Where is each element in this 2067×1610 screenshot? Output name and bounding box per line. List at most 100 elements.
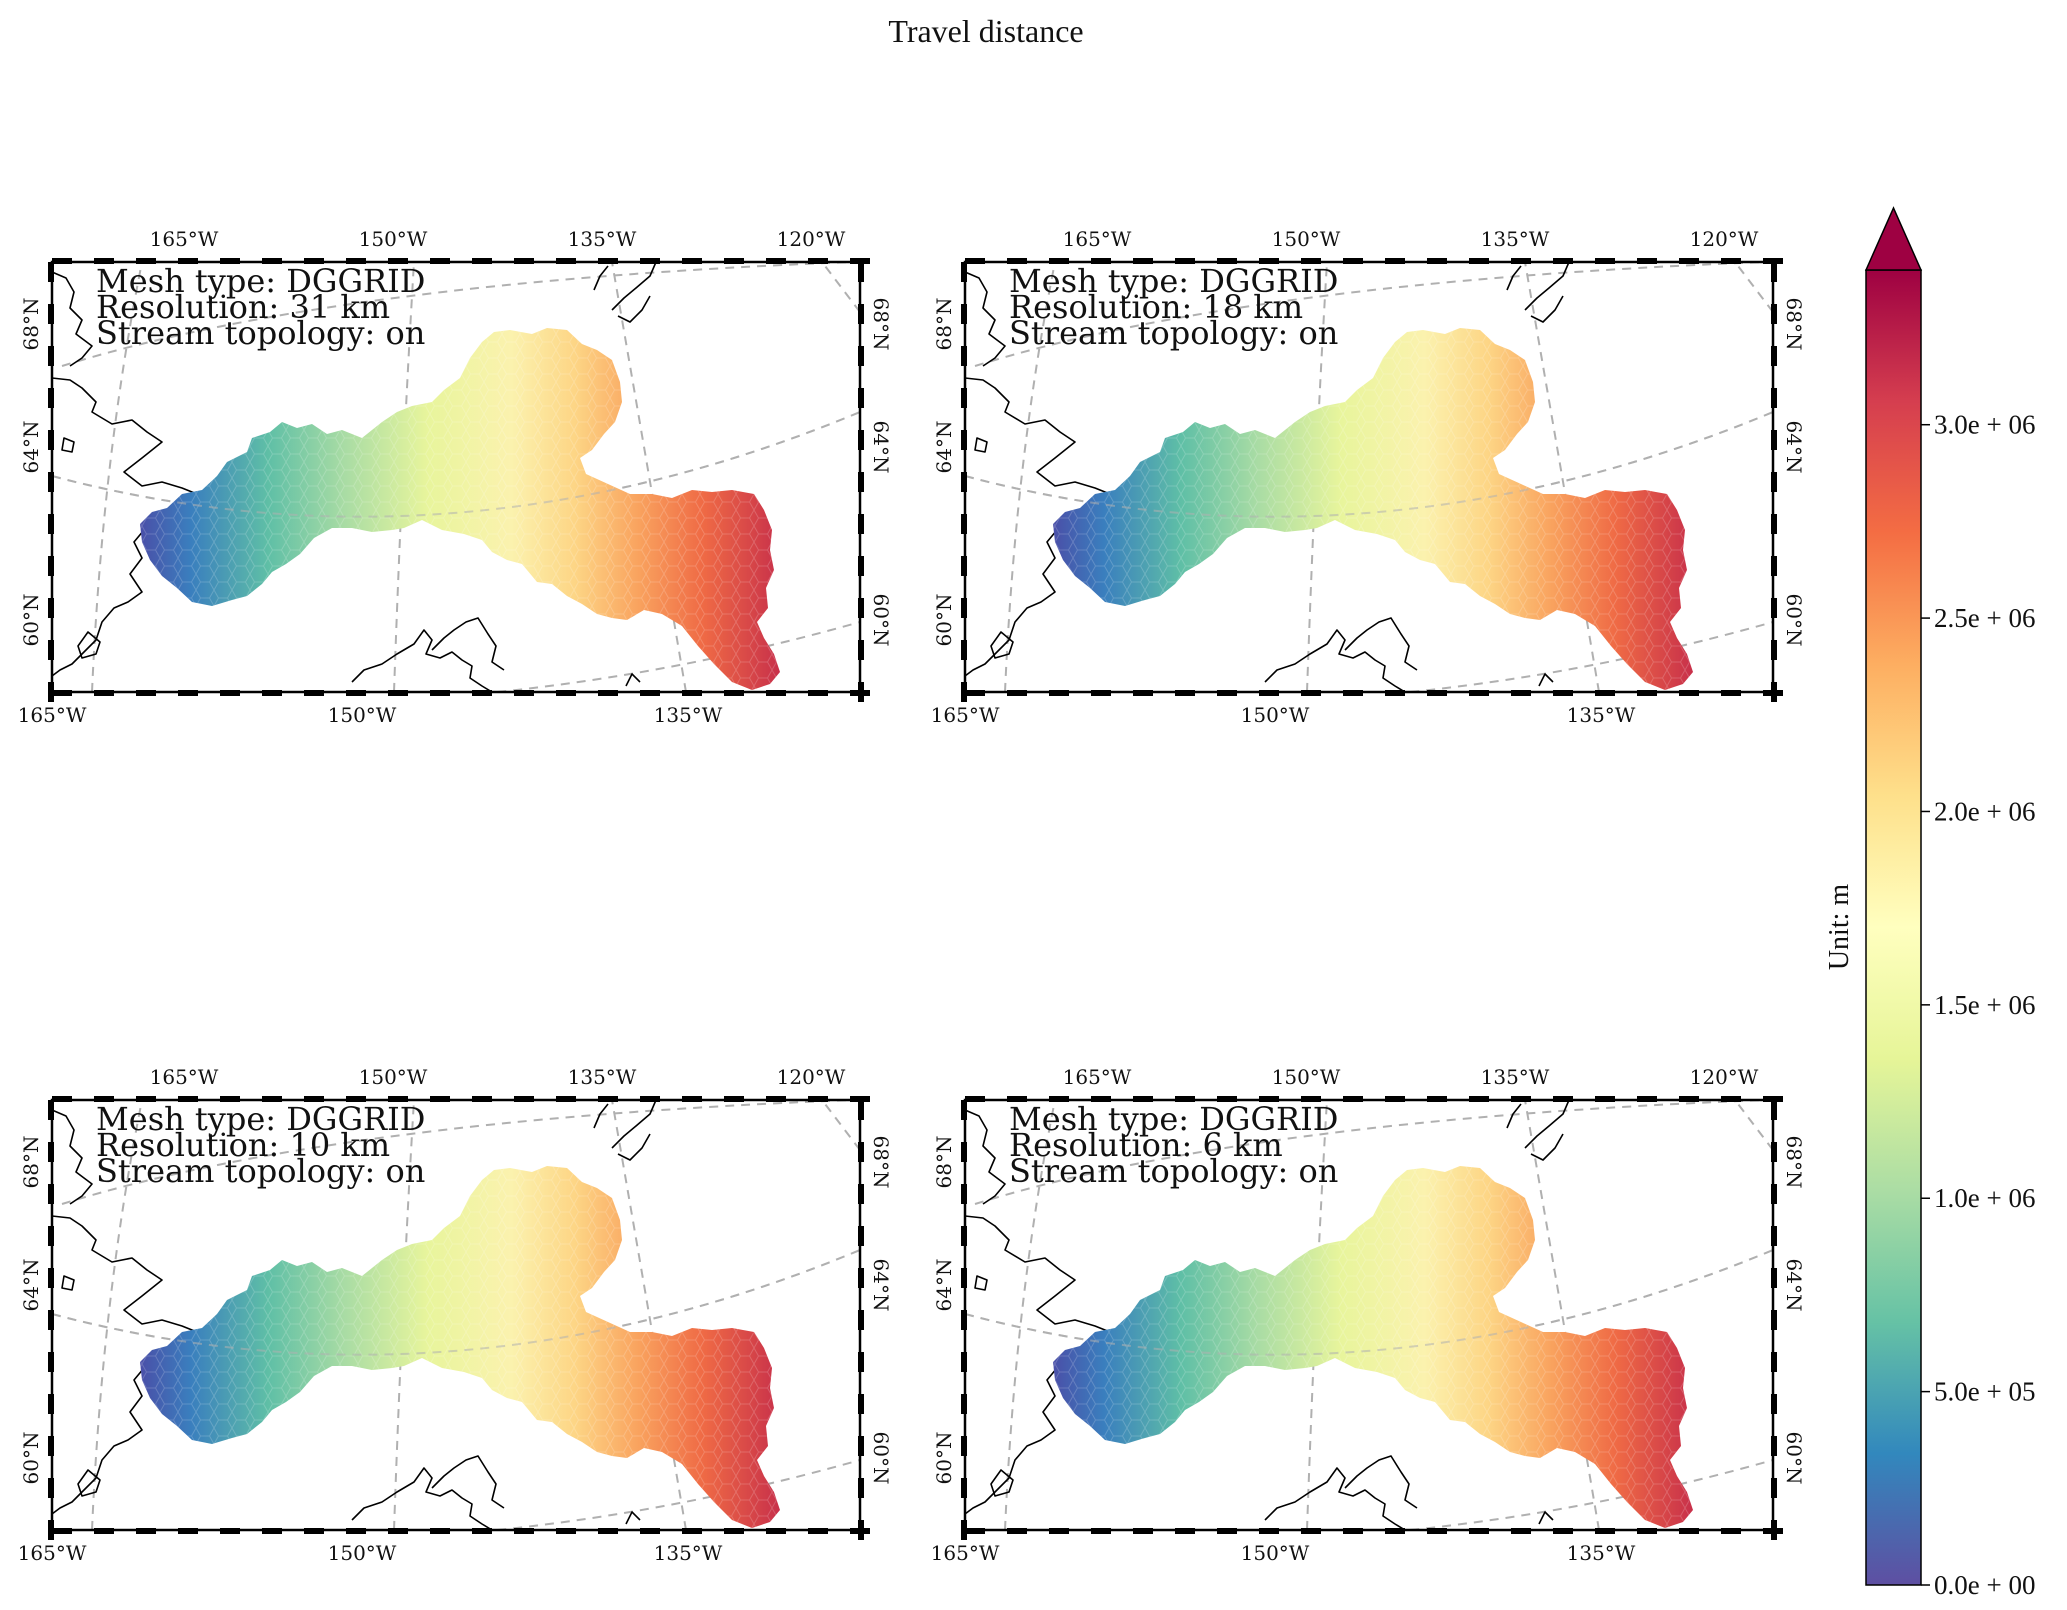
colorbar-ramp [1865,269,1922,1586]
right-lat-tick: 64°N [869,421,893,474]
graticule-line [61,262,853,367]
coastline [593,265,609,291]
right-lat-tick: 64°N [869,1259,893,1312]
graticule-line [1734,262,1773,313]
frame-ticks [961,1096,1783,1540]
frame-ticks [961,258,1783,702]
coastline [431,617,505,671]
graticule-line [974,262,1766,367]
coastline [1524,1100,1570,1149]
coastline [351,1467,493,1530]
colorbar-tick-label: 2.5e + 06 [1934,603,2035,633]
graticule-line [393,262,415,692]
left-lat-tick: 64°N [19,1259,43,1312]
coastline [52,1109,93,1205]
top-lon-tick: 135°W [1481,1065,1550,1089]
right-lat-tick: 68°N [1782,298,1806,351]
left-lat-tick: 64°N [19,421,43,474]
coastline [1264,1467,1406,1530]
left-lat-tick: 60°N [19,594,43,647]
right-lat-tick: 60°N [869,594,893,647]
right-lat-tick: 68°N [869,1136,893,1189]
coastline [1538,1511,1554,1525]
graticule-line [393,1100,415,1530]
graticule-line [1524,262,1600,692]
resolution-label: Resolution: 10 km [96,1126,390,1164]
top-lon-tick: 150°W [359,227,428,251]
coastline [431,1455,505,1509]
colorbar-tick-label: 0.0e + 00 [1934,1570,2035,1600]
map-area [965,1100,1773,1530]
top-lon-tick: 135°W [1481,227,1550,251]
left-lat-tick: 60°N [932,1432,956,1485]
frame-ticks [48,258,870,702]
resolution-label: Resolution: 18 km [1009,288,1303,326]
top-lon-tick: 165°W [1063,1065,1132,1089]
bottom-lon-tick: 135°W [654,1541,723,1565]
top-lon-tick: 165°W [1063,227,1132,251]
left-lat-tick: 60°N [19,1432,43,1485]
coastline [974,437,988,453]
bottom-lon-tick: 150°W [328,703,397,727]
coastline [1524,262,1570,311]
basin-travel-distance [1053,328,1693,690]
map-area [52,262,860,692]
colorbar-label: Unit: m [1824,884,1855,971]
stream-topology-label: Stream topology: on [1009,1152,1338,1190]
resolution-label: Resolution: 6 km [1009,1126,1283,1164]
stream-topology-label: Stream topology: on [96,314,425,352]
right-lat-tick: 68°N [1782,1136,1806,1189]
left-lat-tick: 68°N [932,298,956,351]
coastline [617,1133,651,1161]
map-panel-1: 165°W 150°W 135°W 120°W 165°W 150°W 135°W 68°N 6… [18,227,893,727]
bottom-lon-tick: 150°W [328,1541,397,1565]
top-lon-tick: 120°W [1690,227,1759,251]
coastline [52,271,93,367]
bottom-lon-tick: 165°W [931,703,1000,727]
right-lat-tick: 64°N [1782,1259,1806,1312]
coastline [1264,629,1406,692]
right-lat-tick: 60°N [1782,1432,1806,1485]
mesh-type-label: Mesh type: DGGRID [1009,1100,1338,1138]
colorbar: 0.0e + 00 5.0e + 05 1.0e + 06 1.5e + 06 2.0e… [1824,206,2035,1600]
coastline [1344,1455,1418,1509]
top-lon-tick: 150°W [359,1065,428,1089]
top-lon-tick: 165°W [150,227,219,251]
coastline [351,629,493,692]
coastline [1506,1103,1522,1129]
coastline [1530,295,1564,323]
right-lat-tick: 64°N [1782,421,1806,474]
mesh-type-label: Mesh type: DGGRID [96,1100,425,1138]
top-lon-tick: 165°W [150,1065,219,1089]
top-lon-tick: 120°W [777,1065,846,1089]
coastline [1506,265,1522,291]
basin-travel-distance [140,1166,780,1528]
left-lat-tick: 68°N [19,1136,43,1189]
coastline [77,631,101,659]
map-panel-2: 165°W 150°W 135°W 120°W 165°W 150°W 135°W 68°N 6… [931,227,1806,727]
right-lat-tick: 68°N [869,298,893,351]
colorbar-tick-label: 5.0e + 05 [1934,1377,2035,1407]
bottom-lon-tick: 150°W [1241,1541,1310,1565]
coastline [593,1103,609,1129]
coastline [625,673,641,687]
coastline [1538,673,1554,687]
stream-topology-label: Stream topology: on [1009,314,1338,352]
coastline [965,1109,1006,1205]
graticule-line [974,1100,1766,1205]
stream-topology-label: Stream topology: on [96,1152,425,1190]
coastline [61,1275,75,1291]
top-lon-tick: 150°W [1272,1065,1341,1089]
coastline [625,1511,641,1525]
left-lat-tick: 64°N [932,1259,956,1312]
left-lat-tick: 68°N [19,298,43,351]
coastline [61,437,75,453]
colorbar-tick-label: 1.5e + 06 [1934,990,2035,1020]
left-lat-tick: 68°N [932,1136,956,1189]
coastline [990,1469,1014,1497]
map-area [52,1100,860,1530]
coastline [611,1100,657,1149]
top-lon-tick: 120°W [777,227,846,251]
bottom-lon-tick: 165°W [18,1541,87,1565]
bottom-lon-tick: 135°W [1567,1541,1636,1565]
